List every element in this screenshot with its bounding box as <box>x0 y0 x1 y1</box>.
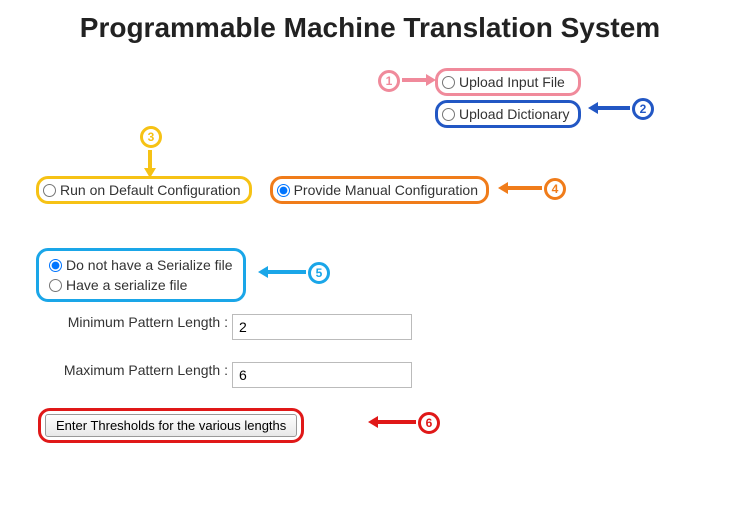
serialize-group: Do not have a Serialize file Have a seri… <box>36 248 246 302</box>
serialize-no-label: Do not have a Serialize file <box>66 257 233 273</box>
serialize-no-radio[interactable] <box>49 259 62 272</box>
min-pattern-input[interactable] <box>232 314 412 340</box>
upload-dictionary-label: Upload Dictionary <box>459 106 570 122</box>
thresholds-button-highlight: Enter Thresholds for the various lengths <box>38 408 304 443</box>
min-pattern-row: Minimum Pattern Length : <box>42 314 412 340</box>
config-manual-option[interactable]: Provide Manual Configuration <box>270 176 489 204</box>
thresholds-button[interactable]: Enter Thresholds for the various lengths <box>45 414 297 437</box>
callout-1: 1 <box>378 70 400 92</box>
serialize-yes-label: Have a serialize file <box>66 277 187 293</box>
max-pattern-input[interactable] <box>232 362 412 388</box>
serialize-yes-radio[interactable] <box>49 279 62 292</box>
upload-dictionary-option[interactable]: Upload Dictionary <box>435 100 581 128</box>
callout-6: 6 <box>418 412 440 434</box>
serialize-no-option[interactable]: Do not have a Serialize file <box>45 255 237 275</box>
max-pattern-label: Maximum Pattern Length : <box>42 362 232 379</box>
config-default-option[interactable]: Run on Default Configuration <box>36 176 252 204</box>
callout-2: 2 <box>632 98 654 120</box>
callout-5: 5 <box>308 262 330 284</box>
upload-input-file-radio[interactable] <box>442 76 455 89</box>
config-group: Run on Default Configuration Provide Man… <box>36 176 489 204</box>
min-pattern-label: Minimum Pattern Length : <box>42 314 232 331</box>
callout-4: 4 <box>544 178 566 200</box>
config-manual-radio[interactable] <box>277 184 290 197</box>
max-pattern-row: Maximum Pattern Length : <box>42 362 412 388</box>
upload-input-file-option[interactable]: Upload Input File <box>435 68 581 96</box>
config-default-radio[interactable] <box>43 184 56 197</box>
serialize-yes-option[interactable]: Have a serialize file <box>45 275 237 295</box>
page-title: Programmable Machine Translation System <box>0 12 740 44</box>
upload-input-file-label: Upload Input File <box>459 74 565 90</box>
config-manual-label: Provide Manual Configuration <box>294 182 478 198</box>
callout-3: 3 <box>140 126 162 148</box>
config-default-label: Run on Default Configuration <box>60 182 241 198</box>
upload-dictionary-radio[interactable] <box>442 108 455 121</box>
upload-group: Upload Input File Upload Dictionary <box>435 68 581 128</box>
